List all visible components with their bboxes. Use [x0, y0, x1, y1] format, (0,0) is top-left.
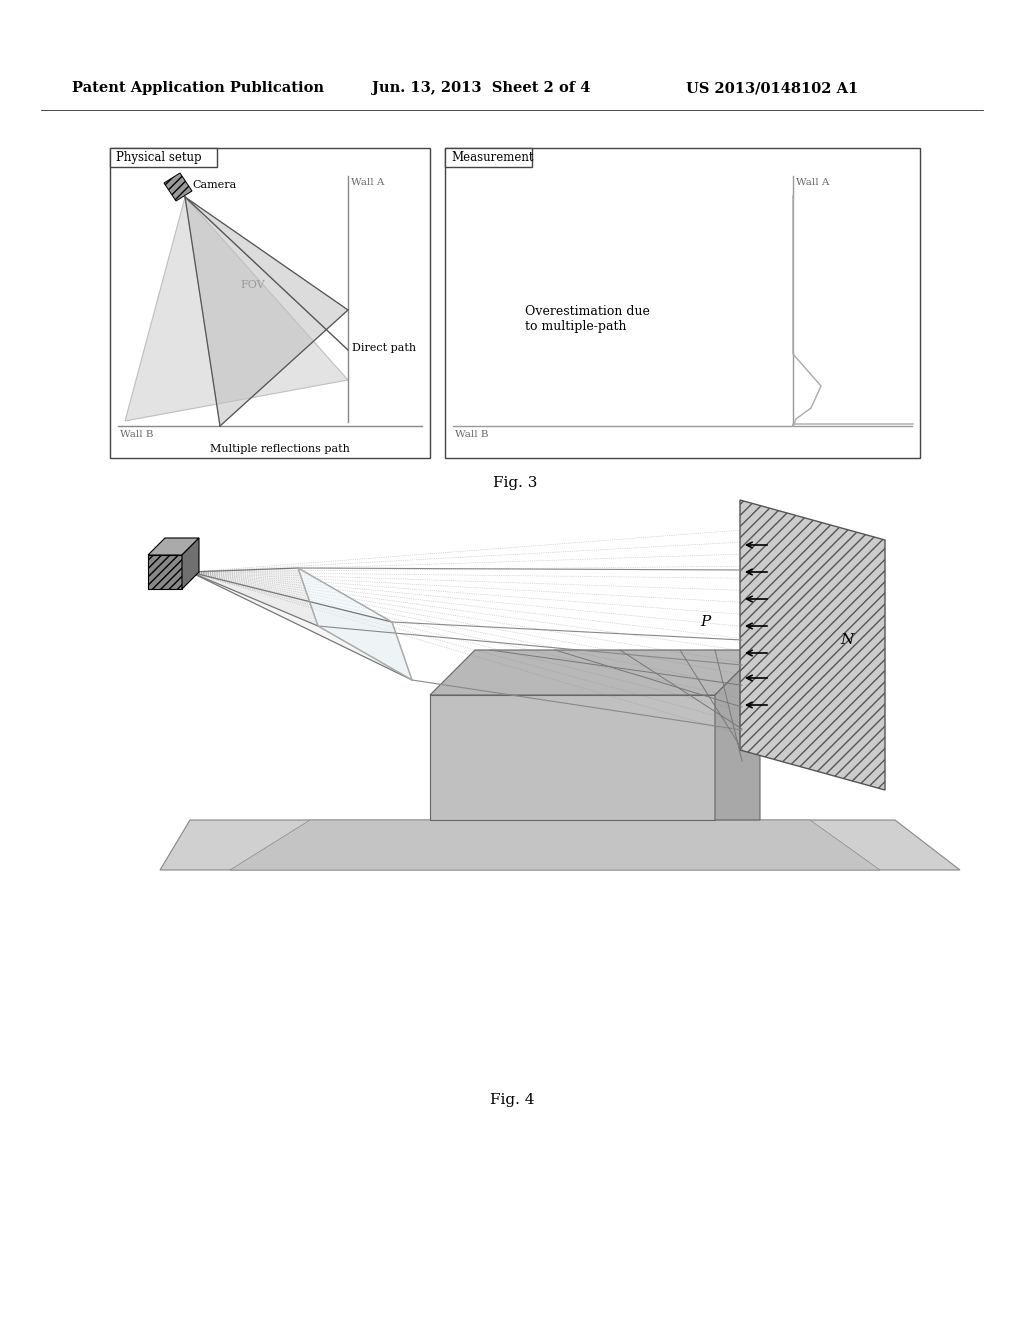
Text: N: N: [840, 634, 853, 647]
Polygon shape: [164, 173, 193, 201]
Text: Physical setup: Physical setup: [116, 150, 202, 164]
Polygon shape: [430, 696, 715, 820]
Polygon shape: [148, 554, 182, 589]
Polygon shape: [740, 500, 885, 789]
Text: Jun. 13, 2013  Sheet 2 of 4: Jun. 13, 2013 Sheet 2 of 4: [372, 81, 591, 95]
Text: Patent Application Publication: Patent Application Publication: [72, 81, 324, 95]
Polygon shape: [125, 197, 348, 421]
Bar: [110, 148, 430, 458]
Polygon shape: [190, 572, 412, 680]
Polygon shape: [160, 820, 961, 870]
Bar: [445, 148, 920, 458]
Polygon shape: [148, 539, 199, 554]
Text: Measurement: Measurement: [451, 150, 534, 164]
Text: US 2013/0148102 A1: US 2013/0148102 A1: [686, 81, 858, 95]
Text: Wall A: Wall A: [351, 178, 384, 187]
Text: Direct path: Direct path: [352, 343, 416, 352]
Text: FOV: FOV: [240, 280, 264, 290]
Text: Multiple reflections path: Multiple reflections path: [210, 444, 350, 454]
Text: Overestimation due
to multiple-path: Overestimation due to multiple-path: [525, 305, 650, 333]
Text: Wall B: Wall B: [120, 430, 154, 440]
Text: Fig. 3: Fig. 3: [493, 477, 538, 490]
Text: P: P: [700, 615, 711, 630]
Text: Camera: Camera: [193, 180, 237, 190]
Polygon shape: [185, 197, 348, 426]
Bar: [445, 148, 531, 168]
Polygon shape: [430, 649, 760, 696]
Text: Wall A: Wall A: [796, 178, 829, 187]
Polygon shape: [182, 539, 199, 589]
Polygon shape: [190, 568, 318, 626]
Polygon shape: [230, 820, 880, 870]
Text: Fig. 4: Fig. 4: [489, 1093, 535, 1107]
Bar: [110, 148, 217, 168]
Polygon shape: [298, 568, 412, 680]
Polygon shape: [715, 649, 760, 820]
Text: Wall B: Wall B: [455, 430, 488, 440]
